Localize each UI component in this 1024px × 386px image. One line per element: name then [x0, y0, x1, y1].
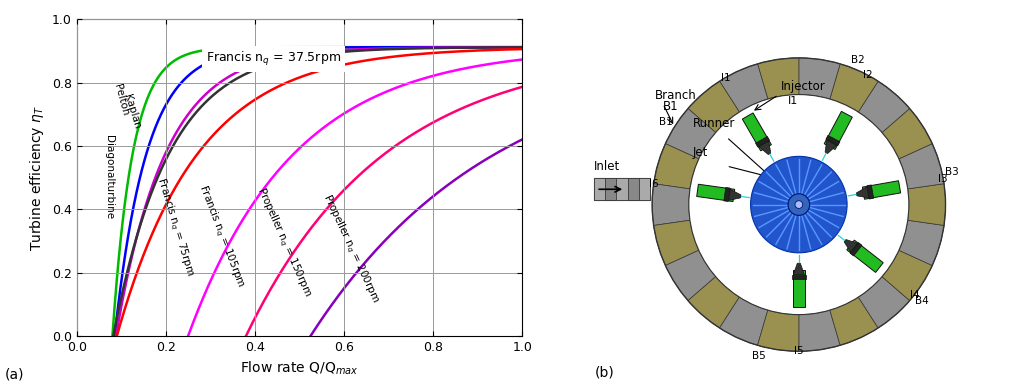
Wedge shape — [720, 297, 768, 345]
Wedge shape — [882, 250, 932, 301]
Text: B1: B1 — [659, 117, 673, 127]
Text: Francis n$_q$ = 105rpm: Francis n$_q$ = 105rpm — [196, 183, 248, 290]
Text: Kaplan: Kaplan — [123, 93, 142, 130]
Text: I5: I5 — [794, 346, 804, 356]
Polygon shape — [850, 242, 862, 256]
Polygon shape — [724, 188, 730, 201]
Wedge shape — [720, 64, 768, 112]
Polygon shape — [847, 240, 884, 273]
Text: (b): (b) — [594, 366, 614, 379]
Text: I1: I1 — [721, 73, 730, 83]
Bar — [605, 178, 616, 200]
Text: Jet: Jet — [692, 146, 708, 159]
Text: B2: B2 — [851, 55, 864, 64]
Text: Injector: Injector — [780, 80, 825, 93]
Text: Inlet: Inlet — [594, 160, 621, 173]
Polygon shape — [729, 189, 741, 200]
Text: Branch: Branch — [655, 89, 697, 102]
Text: Pelton: Pelton — [113, 83, 130, 117]
Wedge shape — [829, 297, 879, 345]
Wedge shape — [758, 58, 799, 99]
Polygon shape — [856, 187, 868, 198]
Text: Propeller n$_q$ = 200rpm: Propeller n$_q$ = 200rpm — [319, 192, 382, 305]
Polygon shape — [824, 112, 852, 149]
Wedge shape — [882, 108, 932, 159]
Text: I6: I6 — [649, 179, 658, 189]
Wedge shape — [666, 108, 716, 159]
Polygon shape — [696, 184, 734, 201]
Text: B5: B5 — [752, 350, 765, 361]
Circle shape — [689, 95, 909, 315]
Text: Francis n$_q$ = 75rpm: Francis n$_q$ = 75rpm — [153, 175, 197, 278]
Polygon shape — [844, 240, 857, 252]
Wedge shape — [829, 64, 879, 112]
Wedge shape — [653, 144, 698, 189]
Polygon shape — [792, 275, 806, 279]
Bar — [594, 178, 605, 200]
Wedge shape — [799, 310, 840, 351]
Polygon shape — [867, 185, 873, 199]
Wedge shape — [652, 184, 690, 225]
Polygon shape — [594, 178, 649, 200]
Text: B4: B4 — [915, 296, 929, 306]
Text: I4: I4 — [909, 290, 920, 300]
Text: (a): (a) — [5, 367, 25, 381]
Wedge shape — [688, 277, 739, 328]
Polygon shape — [794, 263, 805, 274]
Text: Propeller n$_q$ = 150rpm: Propeller n$_q$ = 150rpm — [253, 185, 314, 300]
Text: I3: I3 — [938, 174, 948, 184]
Circle shape — [751, 156, 847, 253]
Text: Francis n$_q$ = 37.5rpm: Francis n$_q$ = 37.5rpm — [206, 50, 341, 68]
Wedge shape — [799, 58, 840, 99]
Polygon shape — [742, 113, 771, 151]
Wedge shape — [858, 277, 909, 328]
Text: I2: I2 — [863, 70, 872, 80]
Wedge shape — [899, 220, 944, 266]
Polygon shape — [759, 141, 771, 154]
Text: B3: B3 — [945, 167, 958, 177]
Bar — [639, 178, 649, 200]
Text: B1: B1 — [663, 100, 679, 113]
Polygon shape — [825, 140, 837, 154]
Wedge shape — [758, 310, 799, 351]
Bar — [616, 178, 628, 200]
Text: Runner: Runner — [692, 117, 735, 130]
Wedge shape — [907, 184, 945, 225]
Polygon shape — [862, 181, 901, 199]
Wedge shape — [653, 220, 698, 266]
Circle shape — [795, 201, 803, 208]
Circle shape — [788, 194, 810, 215]
Wedge shape — [666, 250, 716, 301]
Polygon shape — [826, 135, 840, 146]
Text: Diagonalturbine: Diagonalturbine — [104, 135, 115, 220]
Polygon shape — [756, 136, 769, 147]
Text: I1: I1 — [788, 96, 799, 107]
X-axis label: Flow rate Q/Q$_{max}$: Flow rate Q/Q$_{max}$ — [241, 359, 358, 377]
Wedge shape — [858, 81, 909, 132]
Y-axis label: Turbine efficiency $\eta_T$: Turbine efficiency $\eta_T$ — [29, 105, 46, 251]
Wedge shape — [899, 144, 944, 189]
Wedge shape — [688, 81, 739, 132]
Polygon shape — [793, 270, 805, 307]
Bar — [628, 178, 639, 200]
